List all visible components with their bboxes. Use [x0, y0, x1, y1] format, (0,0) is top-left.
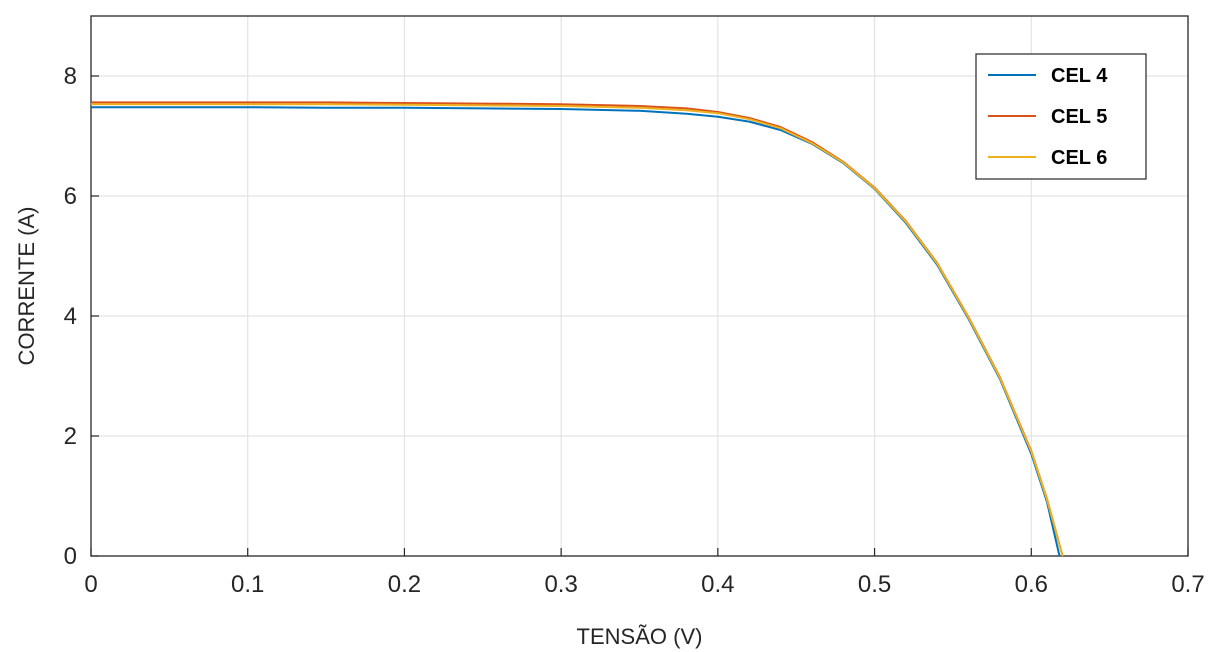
- x-tick-label: 0.7: [1171, 571, 1204, 598]
- x-tick-label: 0.4: [701, 571, 734, 598]
- y-tick-label: 8: [64, 63, 77, 90]
- x-tick-label: 0: [84, 571, 97, 598]
- y-tick-label: 2: [64, 423, 77, 450]
- y-tick-label: 4: [64, 303, 77, 330]
- x-tick-label: 0.6: [1015, 571, 1048, 598]
- y-axis-label: CORRENTE (A): [14, 207, 39, 366]
- legend-label: CEL 5: [1051, 106, 1107, 128]
- legend: CEL 4 CEL 5 CEL 6: [975, 53, 1147, 180]
- legend-label: CEL 6: [1051, 147, 1107, 169]
- x-axis-label: TENSÃO (V): [577, 624, 703, 649]
- x-tick-label: 0.3: [544, 571, 577, 598]
- y-tick-label: 6: [64, 183, 77, 210]
- y-tick-label: 0: [64, 543, 77, 570]
- x-tick-label: 0.1: [231, 571, 264, 598]
- plot-frame: [90, 15, 1189, 557]
- x-tick-label: 0.2: [388, 571, 421, 598]
- x-tick-label: 0.5: [858, 571, 891, 598]
- legend-label: CEL 4: [1051, 65, 1108, 87]
- series-line-3: [91, 103, 1064, 557]
- tick-labels: 0 0.1 0.2 0.3 0.4 0.5 0.6 0.7 0 2 4 6 8: [64, 63, 1205, 598]
- series-lines: [91, 101, 1064, 557]
